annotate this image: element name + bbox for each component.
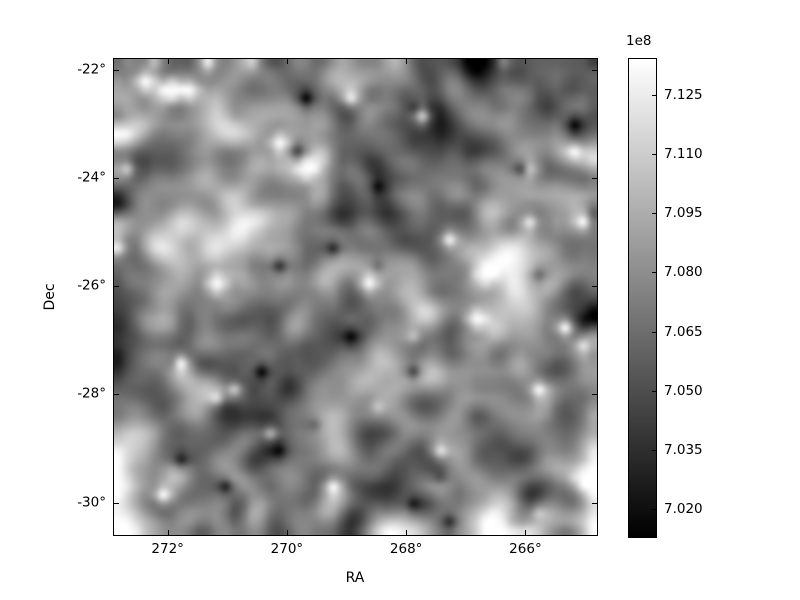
x-tick-mark	[525, 59, 527, 64]
x-tick-mark	[167, 530, 169, 535]
x-tick-mark	[286, 59, 288, 64]
y-tick-mark	[592, 394, 597, 396]
x-tick-label: 272°	[151, 541, 184, 557]
colorbar-tick-label: 7.125	[664, 86, 703, 103]
x-tick-mark	[525, 530, 527, 535]
y-tick-mark	[114, 286, 119, 288]
y-tick-mark	[114, 394, 119, 396]
x-tick-label: 268°	[389, 541, 423, 557]
y-tick-label: -24°	[77, 169, 106, 186]
y-tick-label: -22°	[77, 61, 106, 78]
colorbar-tick-label: 7.110	[664, 145, 703, 162]
x-tick-mark	[286, 530, 288, 535]
colorbar-tick-mark	[652, 509, 656, 511]
sky-map-axes[interactable]	[113, 58, 598, 536]
colorbar-tick-mark	[652, 94, 656, 96]
colorbar-tick-mark	[652, 213, 656, 215]
y-tick-mark	[114, 502, 119, 504]
x-tick-mark	[167, 59, 169, 64]
y-tick-mark	[114, 69, 119, 71]
colorbar-tick-mark	[652, 450, 656, 452]
colorbar-tick-label: 7.020	[664, 501, 703, 518]
y-tick-mark	[592, 69, 597, 71]
colorbar-tick-label: 7.080	[664, 264, 703, 281]
x-axis-label: RA	[345, 570, 365, 586]
colorbar-tick-mark	[652, 390, 656, 392]
colorbar-offset-text: 1e8	[626, 33, 652, 49]
colorbar-tick-mark	[652, 331, 656, 333]
x-tick-label: 266°	[509, 541, 542, 557]
x-tick-label: 270°	[270, 541, 304, 557]
colorbar-tick-label: 7.065	[664, 323, 703, 340]
y-tick-label: -26°	[77, 277, 106, 294]
y-axis-label: Dec	[42, 283, 58, 311]
y-tick-mark	[114, 178, 119, 179]
y-tick-mark	[592, 286, 597, 288]
sky-map-image	[114, 59, 597, 535]
colorbar-tick-mark	[652, 272, 656, 274]
y-tick-mark	[592, 178, 597, 179]
y-tick-label: -30°	[77, 493, 106, 510]
colorbar-tick-mark	[652, 153, 656, 155]
y-tick-mark	[592, 502, 597, 504]
x-tick-mark	[406, 59, 408, 64]
x-tick-mark	[406, 530, 408, 535]
colorbar-tick-label: 7.050	[664, 382, 703, 399]
colorbar-tick-label: 7.035	[664, 442, 703, 459]
colorbar[interactable]	[628, 58, 657, 538]
colorbar-tick-label: 7.095	[664, 205, 703, 222]
y-tick-label: -28°	[77, 385, 106, 402]
